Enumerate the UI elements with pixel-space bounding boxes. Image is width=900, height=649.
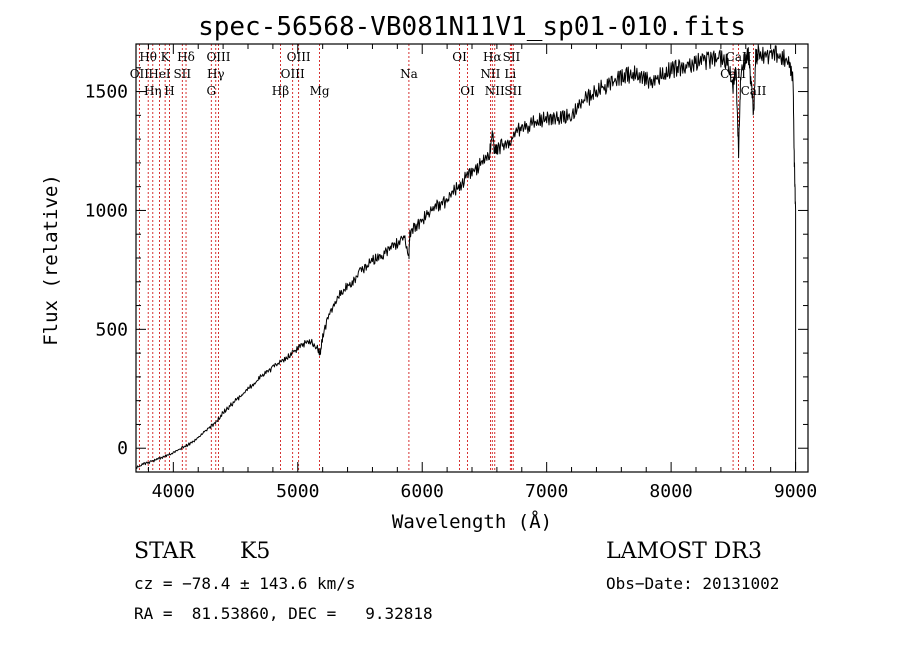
spectral-line-label: Hθ — [139, 50, 157, 64]
spectral-line-label: CaII — [720, 67, 746, 81]
y-tick-label: 500 — [95, 319, 128, 340]
y-tick-label: 1500 — [85, 82, 128, 103]
spectral-line-label: OIII — [281, 67, 305, 81]
survey-name: LAMOST DR3 — [606, 539, 762, 564]
spectral-line-label: Hγ — [207, 67, 225, 81]
spectral-line-label: H — [164, 84, 174, 98]
spectral-line-label: HeI — [148, 67, 171, 81]
spectral-line-label: Hη — [144, 84, 162, 98]
x-tick-label: 4000 — [152, 481, 195, 502]
object-class: STAR — [134, 539, 195, 564]
spectral-line-markers — [138, 44, 754, 472]
y-tick-label: 1000 — [85, 200, 128, 221]
spectral-line-label: SII — [503, 50, 521, 64]
sky-coordinates: RA = 81.53860, DEC = 9.32818 — [134, 604, 433, 623]
x-tick-label: 8000 — [649, 481, 692, 502]
plot-frame — [135, 43, 809, 473]
spectral-line-label: Hβ — [272, 84, 289, 98]
spectral-line-label: CaII — [726, 50, 752, 64]
redshift-velocity: cz = −78.4 ± 143.6 km/s — [134, 574, 356, 593]
spectral-line-label: CaII — [741, 84, 767, 98]
x-tick-label: 6000 — [401, 481, 444, 502]
spectral-line-label: NII — [480, 67, 500, 81]
object-subclass: K5 — [240, 539, 271, 564]
x-axis-label: Wavelength (Å) — [392, 510, 552, 533]
x-tick-label: 9000 — [774, 481, 817, 502]
spectral-line-label: Hα — [483, 50, 502, 64]
chart-title: spec-56568-VB081N11V1_sp01-010.fits — [198, 12, 746, 42]
spectral-line-label: NII — [485, 84, 505, 98]
spectral-line-label: SII — [173, 67, 191, 81]
spectral-line-label: G — [206, 84, 216, 98]
y-axis-label: Flux (relative) — [40, 174, 62, 346]
flux-line — [135, 44, 797, 470]
spectral-line-label: OIII — [206, 50, 230, 64]
flux-series — [135, 44, 797, 470]
spectral-line-label: OII — [130, 67, 150, 81]
spectral-line-label: Na — [400, 67, 418, 81]
observation-date: Obs−Date: 20131002 — [606, 574, 780, 593]
axis-ticks: 4000 5000 6000 7000 8000 9000 0 500 1000 1500 — [85, 43, 817, 502]
spectral-line-label: Mg — [310, 84, 330, 98]
x-tick-label: 7000 — [525, 481, 568, 502]
spectral-line-label: SII — [504, 84, 522, 98]
spectral-line-label: OIII — [287, 50, 311, 64]
spectral-line-label: Li — [504, 67, 516, 81]
spectral-line-label: K — [161, 50, 171, 64]
spectral-line-label: Hδ — [177, 50, 195, 64]
spectral-line-label: OI — [452, 50, 467, 64]
x-tick-label: 5000 — [276, 481, 319, 502]
spectral-line-label: OI — [460, 84, 475, 98]
y-tick-label: 0 — [117, 438, 128, 459]
